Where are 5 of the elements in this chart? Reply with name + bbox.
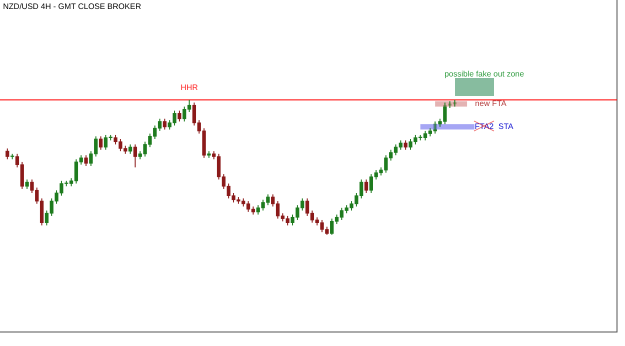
text: HHR xyxy=(180,83,198,92)
band-label: new FTA xyxy=(475,99,508,108)
band-label: STA xyxy=(498,122,514,132)
text: possible fake out zone xyxy=(444,69,525,78)
chart-title: NZD/USD 4H - GMT CLOSE BROKER xyxy=(3,2,142,11)
